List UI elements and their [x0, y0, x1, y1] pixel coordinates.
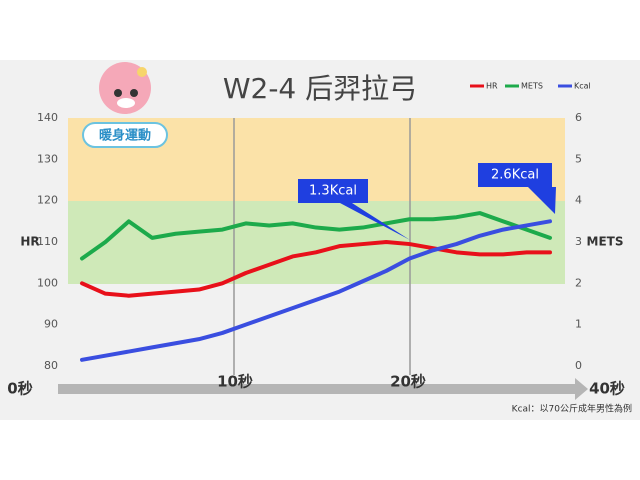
badge-text: 暖身運動: [99, 128, 151, 144]
y-tick-label: 130: [37, 152, 58, 165]
y2-tick-label: 3: [575, 235, 582, 248]
time-arrow: [58, 378, 588, 400]
y2-axis-label: METS: [587, 235, 624, 249]
x-label: 20秒: [390, 373, 426, 391]
y2-tick-label: 1: [575, 318, 582, 331]
legend-label: HR: [486, 82, 498, 91]
annotation: 2.6Kcal: [491, 168, 539, 183]
zone-target: [68, 201, 565, 284]
legend-label: Kcal: [574, 82, 591, 91]
footnote: Kcal：以70公斤成年男性為例: [512, 403, 632, 415]
plot: 80 90 100 110 120 130 140 0 1 2 3 4 5 6 HR METS Kcal: [37, 82, 591, 373]
y-tick-label: 100: [37, 276, 58, 289]
chart-title: W2-4 后羿拉弓: [223, 72, 417, 105]
x-label: 0秒: [7, 380, 32, 398]
y-axis-label: HR: [20, 235, 39, 249]
y-tick-label: 140: [37, 111, 58, 124]
mascot: [99, 62, 151, 114]
annotation: 1.3Kcal: [309, 184, 357, 199]
y2-tick-label: 4: [575, 194, 582, 207]
legend-label: METS: [521, 82, 543, 91]
callout: [298, 179, 410, 240]
y2-tick-label: 0: [575, 359, 582, 372]
series-line: [80, 211, 552, 261]
y-tick-label: 110: [37, 235, 58, 248]
series-line: [80, 219, 552, 362]
y2-tick-label: 5: [575, 152, 582, 165]
callout: [478, 163, 556, 214]
y2-tick-label: 6: [575, 111, 582, 124]
y-tick-label: 120: [37, 194, 58, 207]
y2-tick-label: 2: [575, 276, 582, 289]
x-label: 40秒: [589, 380, 625, 398]
y-tick-label: 90: [44, 318, 58, 331]
series-line: [80, 240, 552, 298]
y-tick-label: 80: [44, 359, 58, 372]
x-label: 10秒: [217, 373, 253, 391]
badge: [82, 122, 168, 148]
